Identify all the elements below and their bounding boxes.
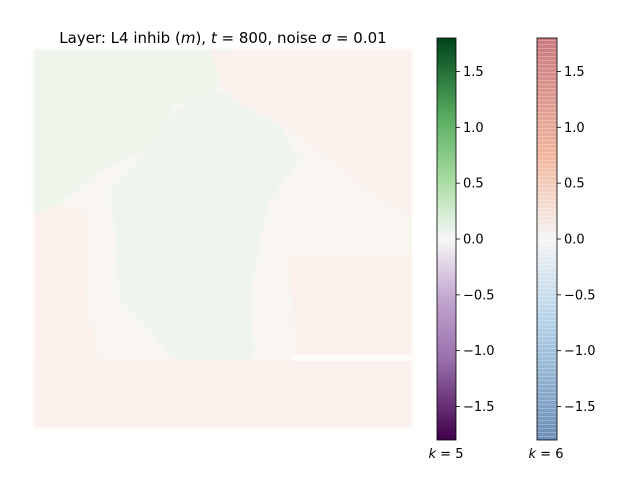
colorbar-k6: −1.5 −1.0 −0.5 0.0 0.5 1.0 1.5 k = 6 xyxy=(529,37,596,462)
colorbar-k=6-tick-label: −1.5 xyxy=(564,400,596,415)
colorbar-k=5-tick-label: −1.5 xyxy=(463,400,495,415)
colorbar-k=5-tick-label: −0.5 xyxy=(463,288,495,303)
colorbar-k6-label: k = 6 xyxy=(529,447,564,462)
heatmap-image xyxy=(34,50,412,427)
colorbar-k=6-tick-label: 1.5 xyxy=(564,65,585,80)
colorbar-k6-stripes xyxy=(536,37,558,441)
colorbar-k=6-tick-label: 0.0 xyxy=(564,233,585,248)
colorbar-k=6-tick-label: −0.5 xyxy=(564,288,596,303)
colorbar-k=5-tick-label: 1.5 xyxy=(463,65,484,80)
colorbar-k=5-tick-label: 1.0 xyxy=(463,121,484,136)
heatmap-gap-line xyxy=(292,355,412,361)
colorbar-k=6-tick-label: −1.0 xyxy=(564,344,596,359)
colorbar-k=5-tick-label: −1.0 xyxy=(463,344,495,359)
colorbar-k5-label: k = 5 xyxy=(429,447,464,462)
heatmap-region-central-plume xyxy=(110,90,300,410)
colorbar-k=5-tick-label: 0.5 xyxy=(463,177,484,192)
heatmap-region-lower-right xyxy=(290,255,412,355)
heatmap-region-middle-left xyxy=(34,205,100,360)
colorbar-k5-bar xyxy=(436,37,457,441)
chart-title: Layer: L4 inhib (m), t = 800, noise σ = … xyxy=(59,29,386,47)
colorbar-k=5-tick-label: 0.0 xyxy=(463,233,484,248)
heatmap-region-upper-right xyxy=(210,50,412,215)
colorbar-k5: −1.5 −1.0 −0.5 0.0 0.5 1.0 1.5 k = 5 xyxy=(429,37,495,462)
colorbar-k=6-tick-label: 0.5 xyxy=(564,177,585,192)
heatmap-region-bottom-strip xyxy=(34,360,412,427)
colorbar-k=6-tick-label: 1.0 xyxy=(564,121,585,136)
heatmap-region-upper-left xyxy=(34,50,230,215)
